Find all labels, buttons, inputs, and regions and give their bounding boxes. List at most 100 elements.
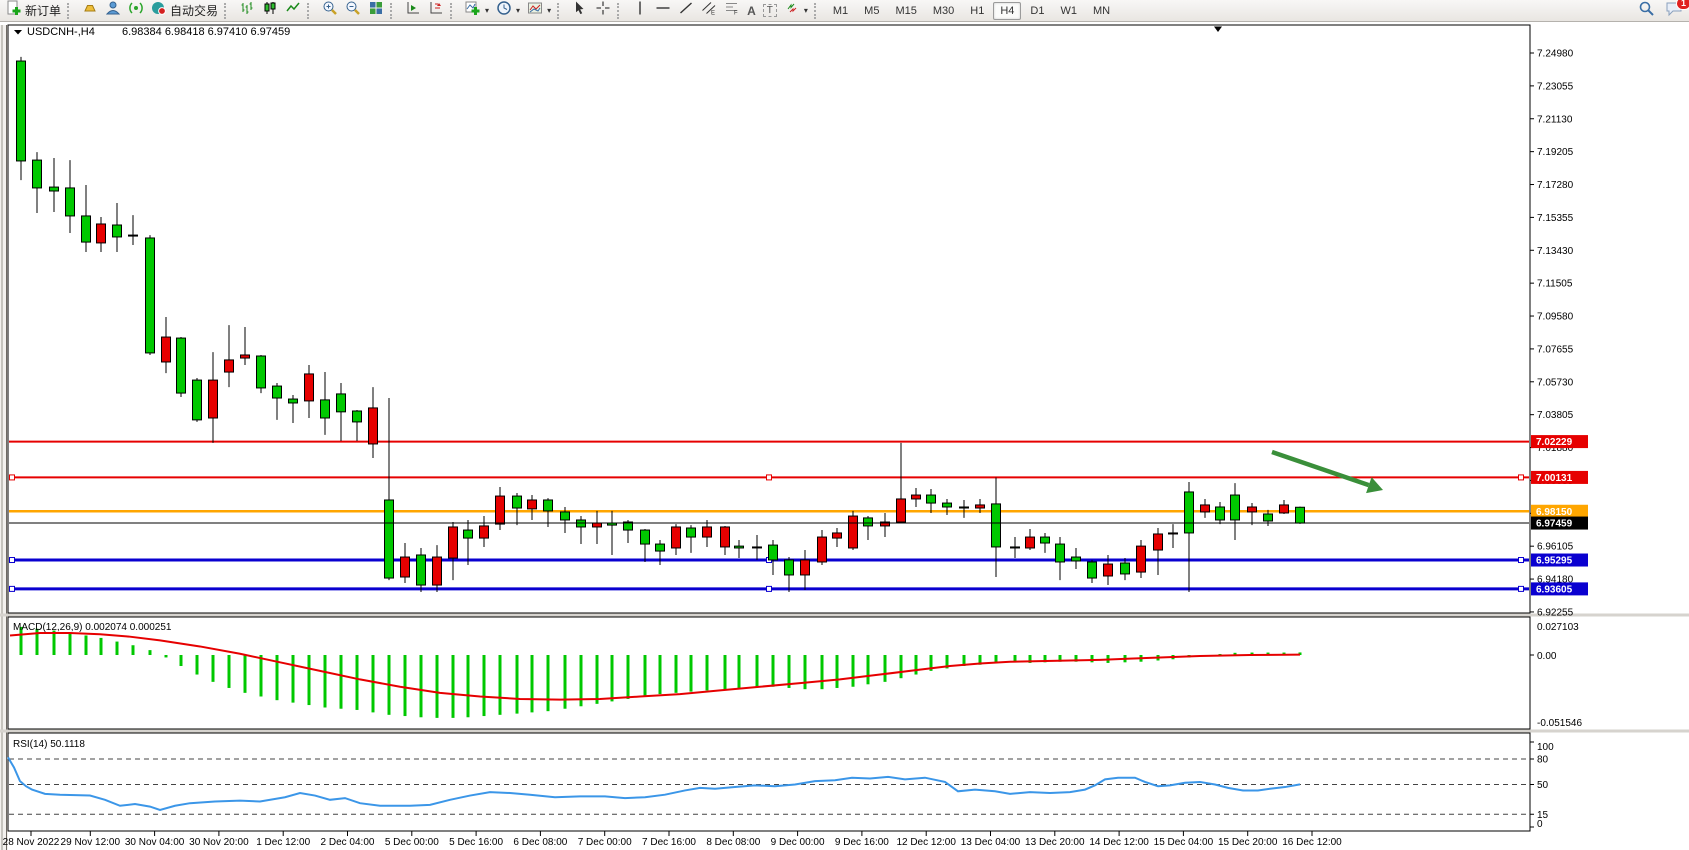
bar-chart-button[interactable] <box>236 1 258 21</box>
auto-trading-label: 自动交易 <box>170 4 219 18</box>
chart-shift-marker[interactable] <box>1214 26 1222 33</box>
templates-button[interactable]: ▾ <box>524 1 554 21</box>
notifications-button[interactable]: 1 <box>1662 0 1689 21</box>
vertical-line-tool[interactable] <box>629 1 651 21</box>
svg-text:0.027103: 0.027103 <box>1537 622 1579 633</box>
tile-windows-button[interactable] <box>365 1 387 21</box>
timeframe-D1[interactable]: D1 <box>1030 4 1045 17</box>
auto-scroll-button[interactable] <box>402 1 424 21</box>
trend-arrow-annotation[interactable] <box>1271 449 1383 494</box>
svg-text:7.07655: 7.07655 <box>1537 344 1574 355</box>
tile-windows-icon <box>368 0 384 21</box>
toolbar-separator <box>67 2 76 19</box>
search-icon <box>1638 0 1655 22</box>
svg-text:7.17280: 7.17280 <box>1537 180 1574 191</box>
new-order-button[interactable]: 新订单 <box>3 0 64 21</box>
price-badge-7.00131: 7.00131 <box>1531 470 1588 484</box>
timeframe-H4[interactable]: H4 <box>993 1 1022 20</box>
candlestick-button[interactable] <box>259 1 281 21</box>
text-tool-icon: A <box>747 3 756 18</box>
timeframe-M30[interactable]: M30 <box>932 4 955 17</box>
toolbar-separator <box>224 2 233 19</box>
main-toolbar: 新订单 自动交易 <box>0 0 1689 22</box>
toolbar-right-group: 1 <box>1635 0 1689 21</box>
svg-text:15 Dec 04:00: 15 Dec 04:00 <box>1154 837 1214 848</box>
chevron-down-icon: ▾ <box>547 6 552 15</box>
svg-text:13 Dec 04:00: 13 Dec 04:00 <box>961 837 1021 848</box>
timeframe-W1[interactable]: W1 <box>1060 4 1077 17</box>
svg-text:6.93605: 6.93605 <box>1536 584 1573 595</box>
svg-text:8 Dec 08:00: 8 Dec 08:00 <box>706 837 760 848</box>
line-chart-icon <box>285 0 301 21</box>
fibonacci-tool[interactable]: F <box>721 1 743 21</box>
svg-text:15 Dec 20:00: 15 Dec 20:00 <box>1218 837 1278 848</box>
crosshair-button[interactable] <box>592 1 614 21</box>
signal-icon <box>128 0 144 21</box>
toolbar-separator <box>617 2 626 19</box>
svg-text:30 Nov 04:00: 30 Nov 04:00 <box>125 837 185 848</box>
trendline-tool[interactable] <box>675 1 697 21</box>
auto-trading-button[interactable]: 自动交易 <box>148 1 221 21</box>
cursor-button[interactable] <box>569 1 591 21</box>
text-label-tool[interactable]: T <box>760 1 780 21</box>
periods-button[interactable]: ▾ <box>493 1 523 21</box>
svg-text:E: E <box>711 11 715 17</box>
bar-chart-icon <box>239 0 255 21</box>
svg-text:7 Dec 00:00: 7 Dec 00:00 <box>578 837 632 848</box>
vertical-line-icon <box>632 0 648 21</box>
arrows-tool[interactable]: ▾ <box>781 1 811 21</box>
indicators-button[interactable]: ▾ <box>462 1 492 21</box>
profile-button[interactable] <box>102 1 124 21</box>
svg-text:7.02229: 7.02229 <box>1536 437 1573 448</box>
text-tool[interactable]: A <box>744 1 759 21</box>
timeframe-H1[interactable]: H1 <box>970 4 985 17</box>
toolbar-separator <box>390 2 399 19</box>
rsi-pane: RSI(14) 50.1118 100 80 50 150 <box>7 739 1554 830</box>
gold-icon <box>82 0 98 21</box>
timeframe-M15[interactable]: M15 <box>895 4 917 17</box>
price-badge-6.95295: 6.95295 <box>1531 553 1588 567</box>
timeframe-M5[interactable]: M5 <box>864 4 880 17</box>
svg-text:1 Dec 12:00: 1 Dec 12:00 <box>256 837 310 848</box>
line-chart-button[interactable] <box>282 1 304 21</box>
svg-text:F: F <box>734 11 738 17</box>
horizontal-line-7.00131[interactable] <box>9 474 1529 481</box>
price-badge-6.98150: 6.98150 <box>1531 504 1588 518</box>
chevron-down-icon: ▾ <box>485 6 490 15</box>
svg-text:7.05730: 7.05730 <box>1537 377 1574 388</box>
horizontal-line-tool[interactable] <box>652 1 674 21</box>
svg-text:7.24980: 7.24980 <box>1537 49 1574 60</box>
toolbar-separator <box>557 2 566 19</box>
trendline-icon <box>678 0 694 21</box>
svg-text:0.00: 0.00 <box>1537 651 1557 662</box>
zoom-out-button[interactable] <box>342 1 364 21</box>
signal-button[interactable] <box>125 1 147 21</box>
chart-shift-button[interactable] <box>425 1 447 21</box>
horizontal-line-6.93605[interactable] <box>9 585 1529 592</box>
shapes-icon <box>784 0 800 21</box>
zoom-in-button[interactable] <box>319 1 341 21</box>
deposit-button[interactable] <box>79 1 101 21</box>
svg-text:29 Nov 12:00: 29 Nov 12:00 <box>61 837 121 848</box>
svg-text:12 Dec 12:00: 12 Dec 12:00 <box>896 837 956 848</box>
svg-text:7.01880: 7.01880 <box>1537 443 1574 454</box>
timeframe-M1[interactable]: M1 <box>832 4 849 17</box>
search-button[interactable] <box>1635 1 1658 21</box>
svg-text:7.19205: 7.19205 <box>1537 147 1574 158</box>
svg-text:7 Dec 16:00: 7 Dec 16:00 <box>642 837 696 848</box>
svg-text:30 Nov 20:00: 30 Nov 20:00 <box>189 837 249 848</box>
price-axis: 7.24980 7.23055 7.21130 7.19205 7.17280 7.153… <box>1530 49 1574 618</box>
cursor-icon <box>572 0 588 21</box>
zoom-in-icon <box>322 0 338 21</box>
channel-tool[interactable]: E <box>698 1 720 21</box>
template-icon <box>527 0 543 21</box>
toolbar-separator <box>813 2 823 19</box>
new-order-label: 新订单 <box>25 4 62 18</box>
fibonacci-icon: F <box>724 0 740 21</box>
timeframe-MN[interactable]: MN <box>1092 4 1111 17</box>
svg-text:9 Dec 00:00: 9 Dec 00:00 <box>771 837 825 848</box>
chart-title: USDCNH-,H4 6.98384 6.98418 6.97410 6.9745… <box>14 26 290 38</box>
macd-pane: MACD(12,26,9) 0.002074 0.000251 0.027103 0… <box>9 622 1582 729</box>
